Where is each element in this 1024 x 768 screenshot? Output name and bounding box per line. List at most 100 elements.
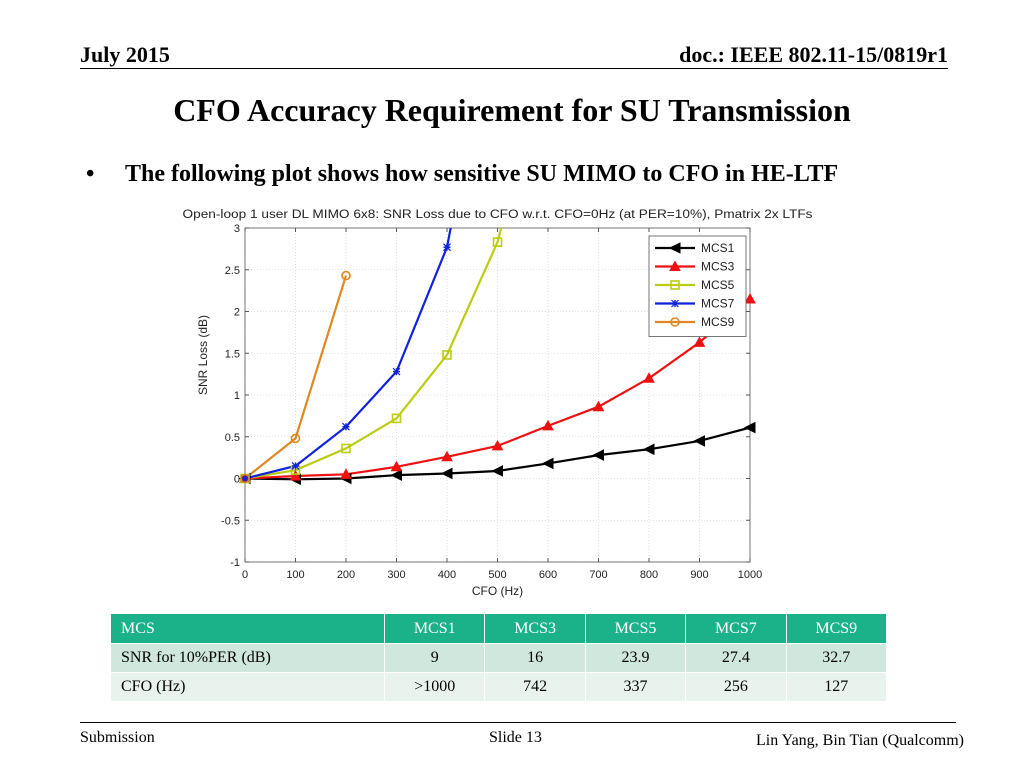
x-tick-label: 700 [589, 569, 607, 581]
x-tick-label: 1000 [738, 569, 762, 581]
x-tick-label: 0 [242, 569, 248, 581]
x-tick-label: 200 [337, 569, 355, 581]
data-point-mcs5 [391, 413, 402, 424]
data-point-mcs3 [441, 450, 453, 462]
data-point-mcs7-stroke [241, 474, 249, 483]
legend-label: MCS3 [701, 260, 735, 274]
legend-box [648, 235, 747, 337]
data-point-mcs7-stroke [342, 422, 350, 431]
data-point-mcs1 [693, 435, 705, 447]
y-axis-label: SNR Loss (dB) [196, 315, 210, 395]
legend-marker-mcs7 [671, 299, 679, 308]
footer-submission: Submission [80, 729, 155, 746]
x-tick-label: 900 [690, 569, 708, 581]
y-tick-label: -0.5 [221, 515, 240, 527]
table-header-cell: MCS5 [585, 614, 686, 643]
table-cell: 27.4 [686, 644, 786, 672]
series-line-mcs7 [245, 228, 452, 480]
table-header-cell: MCS3 [485, 614, 585, 643]
data-point-mcs1 [592, 449, 604, 461]
data-point-mcs1 [541, 457, 554, 470]
y-tick-label: 1 [234, 390, 240, 402]
legend-label: MCS7 [701, 297, 735, 311]
x-axis-label: CFO (Hz) [472, 584, 523, 598]
x-tick-label: 600 [539, 569, 557, 581]
data-point-mcs1 [491, 465, 503, 477]
data-point-mcs3 [693, 336, 706, 347]
data-point-mcs3 [744, 292, 756, 304]
legend-marker-mcs5 [670, 280, 680, 290]
y-tick-label: 0.5 [225, 432, 240, 444]
slide-title: CFO Accuracy Requirement for SU Transmis… [173, 92, 851, 128]
chart-title: Open-loop 1 user DL MIMO 6x8: SNR Loss d… [183, 209, 813, 221]
legend-label: MCS9 [701, 315, 735, 329]
bullet-text: The following plot shows how sensitive S… [125, 161, 839, 187]
table-cell: 9 [385, 644, 485, 672]
footer-authors: Lin Yang, Bin Tian (Qualcomm) [755, 732, 964, 749]
legend-label: MCS5 [701, 278, 735, 292]
data-point-mcs3 [491, 439, 504, 451]
table-cell: 256 [686, 673, 786, 701]
legend-label: MCS1 [701, 241, 735, 255]
table-cell: 127 [786, 673, 886, 701]
y-tick-label: 2 [234, 307, 240, 319]
data-point-mcs7-stroke [291, 462, 300, 470]
bullet-marker: • [86, 161, 95, 187]
data-point-mcs9 [290, 433, 301, 444]
data-point-mcs5 [492, 237, 503, 247]
data-point-mcs3 [390, 460, 403, 472]
table-header-cell: MCS7 [686, 614, 786, 643]
snr-loss-chart: 0 100 200 300 400 500 600 700 800 900 1000 -1 -0.5 0 0… [183, 209, 813, 598]
data-point-mcs7-stroke [392, 367, 401, 376]
table-cell: SNR for 10%PER (dB) [111, 644, 385, 672]
data-point-mcs7-stroke [443, 243, 451, 252]
data-point-mcs7 [291, 462, 300, 470]
data-point-mcs1 [743, 421, 756, 434]
mcs-table: MCS MCS1 MCS3 MCS5 MCS7 MCS9 SNR for 10%… [110, 613, 887, 702]
data-point-mcs9 [240, 473, 250, 484]
x-tick-label: 300 [387, 569, 405, 581]
data-point-mcs3 [643, 372, 655, 383]
y-tick-label: 0 [234, 474, 240, 486]
data-point-mcs7 [241, 474, 249, 483]
table-row: SNR for 10%PER (dB) 9 16 23.9 27.4 32.7 [111, 644, 886, 672]
table-cell: 337 [585, 673, 686, 701]
x-tick-label: 100 [286, 569, 304, 581]
table-header-row: MCS MCS1 MCS3 MCS5 MCS7 MCS9 [111, 614, 886, 643]
table-cell: 742 [485, 673, 585, 701]
header-rule [80, 68, 948, 69]
data-point-mcs5 [341, 443, 351, 454]
header-doc-id: doc.: IEEE 802.11-15/0819r1 [679, 42, 948, 67]
data-point-mcs5 [442, 350, 452, 360]
footer-slide-number: Slide 13 [489, 729, 542, 746]
data-point-mcs1 [390, 469, 402, 481]
y-tick-label: 3 [234, 223, 240, 235]
legend-marker-mcs3 [669, 260, 681, 271]
x-tick-label: 800 [640, 569, 658, 581]
table-header-cell: MCS9 [786, 614, 886, 643]
data-point-mcs3 [340, 468, 352, 479]
table-header-cell: MCS [111, 614, 385, 643]
series-line-mcs9 [245, 275, 348, 480]
data-point-mcs3 [289, 469, 302, 481]
x-tick-label: 500 [488, 569, 506, 581]
table-cell: 16 [485, 644, 585, 672]
y-tick-label: 1.5 [225, 348, 240, 360]
data-point-mcs1 [642, 443, 655, 456]
table-cell: 23.9 [585, 644, 686, 672]
legend-marker-mcs9 [670, 317, 680, 327]
y-tick-label: 2.5 [225, 265, 240, 277]
table-cell: >1000 [385, 673, 485, 701]
x-tick-label: 400 [438, 569, 456, 581]
data-point-mcs3 [542, 419, 554, 431]
table-row: CFO (Hz) >1000 742 337 256 127 [111, 673, 886, 701]
data-point-mcs1 [440, 467, 453, 480]
data-point-mcs7 [392, 367, 401, 376]
data-point-mcs3 [592, 400, 605, 412]
legend-marker-mcs1 [668, 242, 681, 254]
footer-rule [80, 722, 956, 723]
data-point-mcs7 [443, 243, 451, 252]
table-cell: CFO (Hz) [111, 673, 385, 701]
data-point-mcs9 [341, 270, 351, 281]
y-tick-label: -1 [230, 557, 240, 569]
